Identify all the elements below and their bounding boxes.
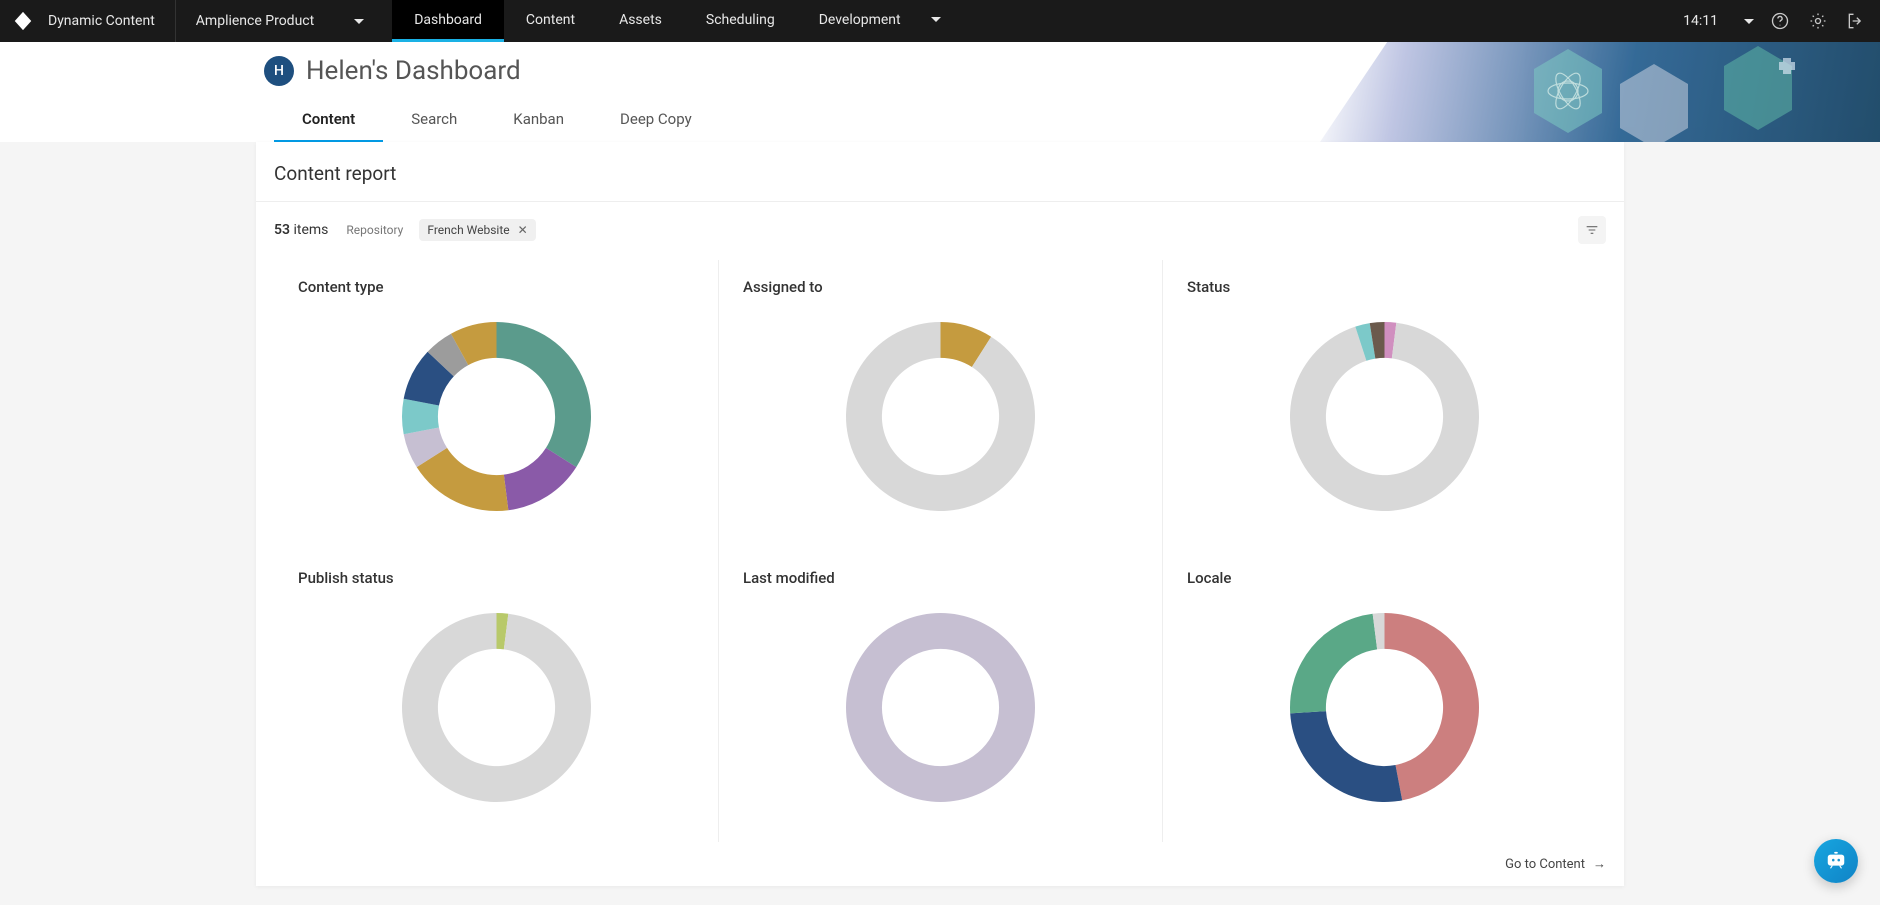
chart-content-type: Content type: [274, 260, 718, 551]
chart-title: Publish status: [298, 569, 694, 587]
tab-kanban[interactable]: Kanban: [485, 100, 592, 142]
gear-icon[interactable]: [1806, 9, 1830, 33]
donut-status: [1187, 304, 1582, 529]
nav-dashboard[interactable]: Dashboard: [392, 0, 504, 42]
chevron-down-icon: [1744, 19, 1754, 24]
nav-scheduling[interactable]: Scheduling: [684, 0, 797, 42]
nav-development-label: Development: [819, 12, 901, 28]
hex-decoration: [1616, 62, 1692, 142]
chart-title: Last modified: [743, 569, 1138, 587]
chart-locale: Locale: [1162, 551, 1606, 842]
go-to-content-link[interactable]: Go to Content →: [256, 856, 1624, 886]
product-dropdown-label: Amplience Product: [196, 13, 314, 29]
top-bar: Dynamic Content Amplience Product Dashbo…: [0, 0, 1880, 42]
avatar: H: [264, 56, 294, 86]
brand-label: Dynamic Content: [48, 13, 155, 29]
item-count-label: items: [293, 222, 328, 238]
filter-row: 53 items Repository French Website ✕: [256, 202, 1624, 250]
filter-icon[interactable]: [1578, 216, 1606, 244]
puzzle-icon: [1775, 54, 1799, 78]
close-icon[interactable]: ✕: [518, 223, 528, 237]
donut-last-modified: [743, 595, 1138, 820]
chevron-down-icon: [931, 17, 941, 22]
nav-assets[interactable]: Assets: [597, 0, 684, 42]
content-card: Content report 53 items Repository Frenc…: [256, 142, 1624, 886]
page-title: Helen's Dashboard: [306, 56, 521, 86]
main-nav: Dashboard Content Assets Scheduling Deve…: [392, 0, 962, 42]
chart-status: Status: [1162, 260, 1606, 551]
chart-last-modified: Last modified: [718, 551, 1162, 842]
logout-icon[interactable]: [1844, 9, 1868, 33]
chart-title: Status: [1187, 278, 1582, 296]
sub-header: H Helen's Dashboard Content Search Kanba…: [0, 42, 1880, 142]
top-right: 14:11: [1683, 9, 1868, 33]
hex-decoration: [1530, 47, 1606, 135]
time-label: 14:11: [1683, 13, 1718, 29]
charts-grid: Content type Assigned to Status Publish …: [256, 250, 1624, 856]
divider: [175, 0, 176, 42]
chart-title: Locale: [1187, 569, 1582, 587]
arrow-right-icon: →: [1593, 856, 1606, 872]
chart-title: Assigned to: [743, 278, 1138, 296]
product-dropdown[interactable]: Amplience Product: [196, 13, 364, 29]
tab-search[interactable]: Search: [383, 100, 485, 142]
chart-publish-status: Publish status: [274, 551, 718, 842]
chart-assigned-to: Assigned to: [718, 260, 1162, 551]
donut-content-type: [298, 304, 694, 529]
filter-chip[interactable]: French Website ✕: [419, 219, 535, 241]
tab-deep-copy[interactable]: Deep Copy: [592, 100, 720, 142]
nav-development[interactable]: Development: [797, 0, 963, 42]
chatbot-button[interactable]: [1814, 839, 1858, 883]
item-count-number: 53: [274, 222, 290, 238]
repository-label: Repository: [346, 223, 403, 237]
donut-publish-status: [298, 595, 694, 820]
logo-icon: [12, 10, 34, 32]
time-dropdown[interactable]: 14:11: [1683, 13, 1754, 29]
tab-content[interactable]: Content: [274, 100, 383, 142]
chevron-down-icon: [354, 19, 364, 24]
donut-locale: [1187, 595, 1582, 820]
header-art: [1320, 42, 1880, 142]
item-count: 53 items: [274, 222, 328, 238]
report-title: Content report: [256, 142, 1624, 202]
donut-assigned-to: [743, 304, 1138, 529]
chart-title: Content type: [298, 278, 694, 296]
go-to-content-label: Go to Content: [1505, 857, 1585, 872]
help-icon[interactable]: [1768, 9, 1792, 33]
filter-chip-label: French Website: [427, 223, 509, 237]
nav-content[interactable]: Content: [504, 0, 597, 42]
